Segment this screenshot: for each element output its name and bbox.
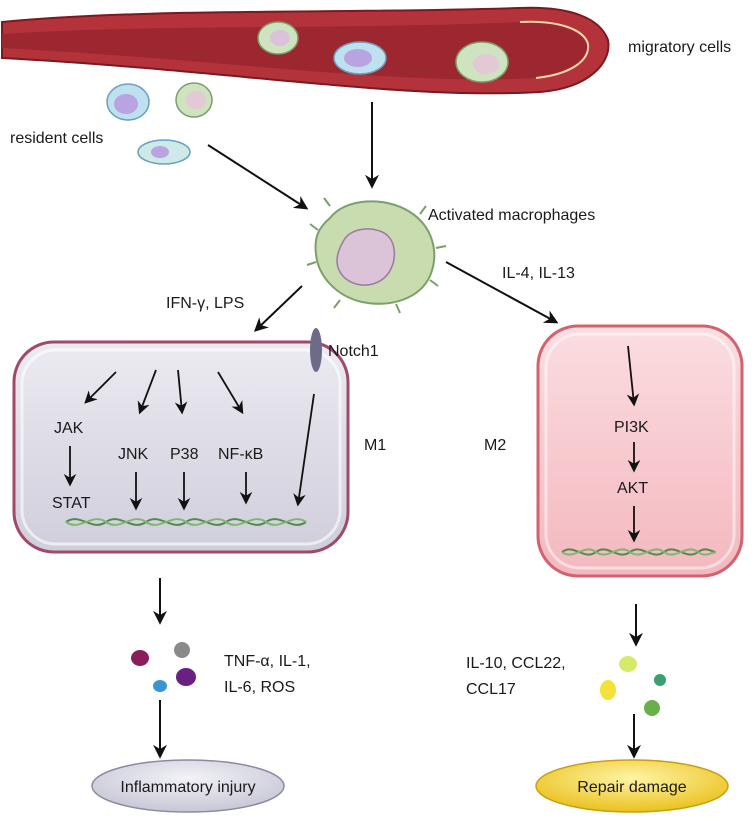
arrow-to-jak <box>84 371 117 404</box>
inflammatory-injury-label: Inflammatory injury <box>120 779 255 796</box>
arrow-macrophage-to-m2 <box>445 261 559 324</box>
m2-products-line1: IL-10, CCL22, <box>466 655 566 672</box>
nfkb-label: NF-κB <box>218 446 263 463</box>
il4-il13-label: IL-4, IL-13 <box>502 265 575 282</box>
arrow-to-jnk <box>137 369 157 415</box>
arrow-to-pi3k <box>626 345 640 407</box>
pi3k-label: PI3K <box>614 419 649 436</box>
resident-cell <box>106 83 150 121</box>
arrow-to-nfkb <box>217 371 244 415</box>
akt-label: AKT <box>617 480 648 497</box>
stat-label: STAT <box>52 495 91 512</box>
m1-dna <box>65 518 307 526</box>
m2-cell <box>536 324 744 578</box>
repair-damage-label: Repair damage <box>577 779 687 796</box>
arrow-notch1-to-dna <box>293 393 315 507</box>
m1-products-line2: IL-6, ROS <box>224 679 295 696</box>
inflammatory-injury-ellipse <box>91 759 285 813</box>
m2-dna <box>561 548 717 556</box>
migratory-cells-label: migratory cells <box>628 39 731 56</box>
repair-damage-ellipse <box>535 759 729 813</box>
resident-cells-label: resident cells <box>10 130 103 147</box>
migratory-cell <box>455 41 509 83</box>
m1-cytokine-molecules <box>131 642 196 692</box>
jak-label: JAK <box>54 420 84 437</box>
activated-macrophages-label: Activated macrophages <box>428 207 595 224</box>
resident-cells <box>106 82 213 165</box>
resident-cell <box>175 82 213 118</box>
m1-label: M1 <box>364 437 386 454</box>
arrow-to-p38 <box>174 369 188 415</box>
resident-cell <box>137 139 191 165</box>
activated-macrophage <box>306 197 447 314</box>
notch1-receptor <box>310 328 322 372</box>
jnk-label: JNK <box>118 446 149 463</box>
arrow-resident-to-macrophage <box>207 144 309 210</box>
m2-cytokine-molecules <box>600 656 666 716</box>
arrow-macrophage-to-m1 <box>253 285 303 332</box>
notch1-label: Notch1 <box>328 343 379 360</box>
blood-vessel <box>1 6 610 95</box>
m2-products-line2: CCL17 <box>466 681 516 698</box>
migratory-cell <box>257 21 299 55</box>
m1-products-line1: TNF-α, IL-1, <box>224 653 311 670</box>
m2-label: M2 <box>484 437 506 454</box>
p38-label: P38 <box>170 446 199 463</box>
ifn-lps-label: IFN-γ, LPS <box>166 295 244 312</box>
migratory-cell <box>333 41 387 75</box>
